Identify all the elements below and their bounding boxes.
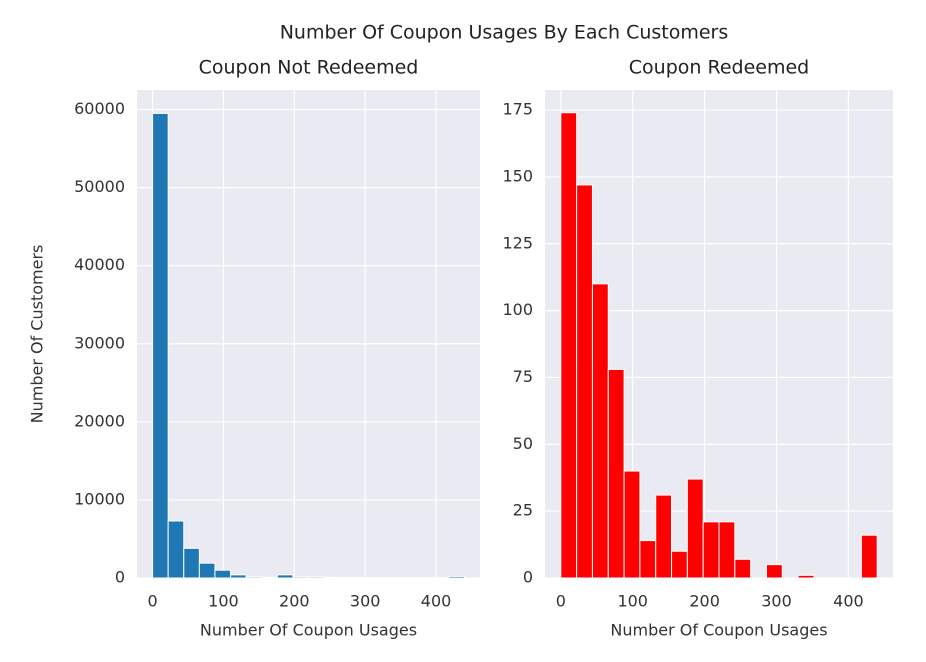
bar [214, 569, 232, 579]
x-tick-label: 200 [689, 592, 720, 611]
x-tick-label: 300 [350, 592, 381, 611]
bar [261, 576, 278, 579]
bar [591, 283, 609, 579]
y-tick-label: 50000 [74, 177, 125, 196]
x-tick-label: 0 [556, 592, 566, 611]
x-tick-label: 400 [833, 592, 864, 611]
bar [607, 368, 625, 579]
bar [448, 575, 465, 579]
y-tick-label: 25 [513, 501, 533, 520]
plot-area [137, 90, 480, 578]
y-tick-label: 0 [115, 568, 125, 587]
x-tick-label: 400 [421, 592, 452, 611]
y-tick-label: 40000 [74, 255, 125, 274]
bar [308, 576, 325, 579]
bar [718, 521, 736, 579]
y-tick-label: 20000 [74, 411, 125, 430]
y-tick-label: 150 [502, 166, 533, 185]
bar [860, 534, 878, 579]
bar [198, 562, 216, 579]
bar [576, 184, 593, 579]
bar [167, 520, 185, 579]
x-tick-label: 200 [279, 592, 310, 611]
bar [686, 478, 704, 579]
figure-title: Number Of Coupon Usages By Each Customer… [280, 22, 729, 44]
chart-title: Coupon Redeemed [629, 57, 809, 79]
chart-title: Coupon Not Redeemed [199, 57, 419, 79]
bar [797, 574, 815, 579]
bar [734, 558, 752, 579]
bar [623, 470, 641, 579]
bar [671, 550, 688, 579]
bar [152, 112, 169, 579]
y-axis-label: Number Of Customers [28, 245, 47, 424]
bar [702, 521, 720, 579]
bar [639, 540, 657, 579]
y-tick-label: 10000 [74, 489, 125, 508]
y-tick-label: 100 [502, 300, 533, 319]
bar [560, 112, 578, 579]
bar [655, 494, 673, 579]
bar [765, 564, 783, 579]
bar [292, 576, 309, 579]
bar [230, 574, 247, 579]
bar [183, 547, 200, 579]
bar [276, 574, 294, 579]
y-tick-label: 175 [502, 100, 533, 119]
x-tick-label: 100 [617, 592, 648, 611]
y-tick-label: 50 [513, 434, 533, 453]
x-tick-label: 100 [208, 592, 239, 611]
y-tick-label: 60000 [74, 99, 125, 118]
x-axis-label: Number Of Coupon Usages [200, 621, 417, 640]
y-tick-label: 30000 [74, 333, 125, 352]
x-axis-label: Number Of Coupon Usages [610, 621, 827, 640]
x-tick-label: 0 [147, 592, 157, 611]
y-tick-label: 125 [502, 233, 533, 252]
x-tick-label: 300 [761, 592, 792, 611]
bar [323, 576, 341, 579]
bar [245, 576, 263, 579]
y-tick-label: 75 [513, 367, 533, 386]
y-tick-label: 0 [523, 568, 533, 587]
